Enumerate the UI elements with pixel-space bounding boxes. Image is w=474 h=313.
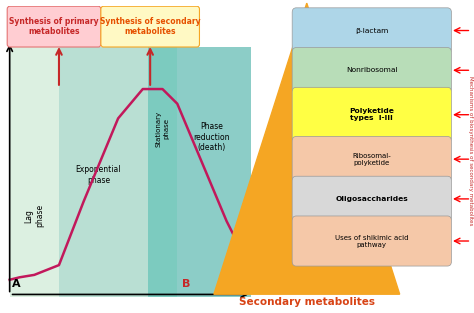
Bar [177, 47, 251, 297]
Text: Mechanisms of biosynthesis of secondary metabolites: Mechanisms of biosynthesis of secondary … [467, 75, 473, 225]
Bar [59, 47, 148, 297]
Polygon shape [214, 3, 400, 294]
FancyBboxPatch shape [7, 6, 101, 47]
Text: Exponential
phase: Exponential phase [76, 165, 121, 185]
Text: B: B [182, 279, 191, 289]
Text: Phase
reduction
(death): Phase reduction (death) [193, 122, 230, 152]
FancyBboxPatch shape [292, 136, 451, 182]
FancyBboxPatch shape [292, 48, 451, 93]
Bar [9, 47, 59, 297]
Text: Ribosomal-
polyketide: Ribosomal- polyketide [353, 153, 391, 166]
Text: Synthesis of secondary
metabolites: Synthesis of secondary metabolites [100, 17, 201, 36]
FancyBboxPatch shape [101, 6, 200, 47]
FancyBboxPatch shape [292, 176, 451, 222]
FancyBboxPatch shape [292, 87, 451, 142]
Text: β-lactam: β-lactam [355, 28, 389, 33]
Text: Synthesis of primary
metabolites: Synthesis of primary metabolites [9, 17, 99, 36]
Text: Oligosaccharides: Oligosaccharides [336, 196, 408, 202]
Text: Stationary
phase: Stationary phase [156, 110, 169, 146]
Text: Polyketide
types  I-III: Polyketide types I-III [349, 108, 394, 121]
Text: Secondary metabolites: Secondary metabolites [239, 297, 375, 307]
Text: A: A [12, 279, 21, 289]
Text: Lag
phase: Lag phase [25, 204, 44, 228]
FancyBboxPatch shape [292, 216, 451, 266]
Text: Nonribosomal: Nonribosomal [346, 67, 398, 73]
Bar [148, 47, 177, 297]
Text: Uses of shikimic acid
pathway: Uses of shikimic acid pathway [335, 234, 409, 248]
FancyBboxPatch shape [292, 8, 451, 53]
